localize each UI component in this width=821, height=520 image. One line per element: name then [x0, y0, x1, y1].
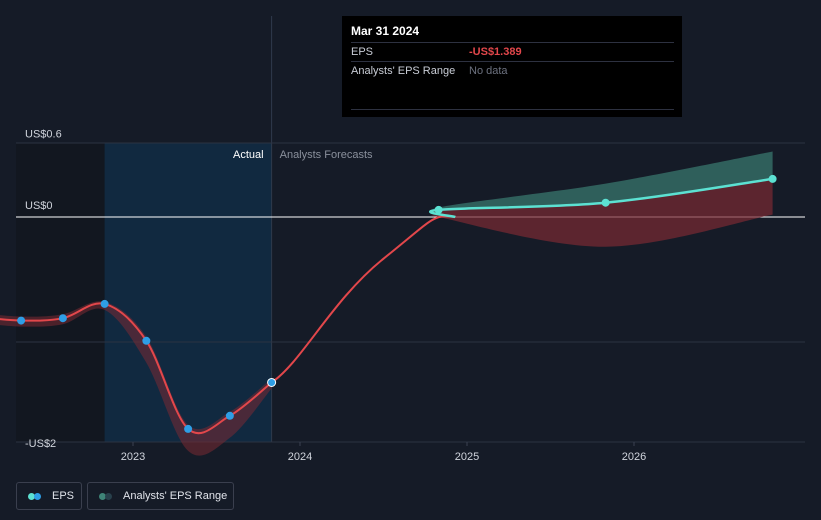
- forecast-lower-band: [430, 178, 773, 247]
- eps-point-actual: [100, 299, 109, 308]
- eps-point-forecast: [601, 198, 610, 207]
- eps-bridge-line: [271, 215, 456, 384]
- legend-eps-button[interactable]: EPS: [16, 482, 82, 510]
- x-tick-label: 2025: [455, 451, 479, 463]
- legend-range-label: Analysts' EPS Range: [123, 490, 228, 502]
- past-shade: [16, 143, 105, 442]
- eps-point-forecast: [768, 174, 777, 183]
- tooltip-range-label: Analysts' EPS Range: [351, 65, 456, 77]
- tooltip-eps-label: EPS: [351, 46, 374, 58]
- eps-point-actual: [58, 314, 67, 323]
- actual-highlight: [104, 143, 272, 442]
- x-tick-label: 2023: [121, 451, 145, 463]
- tooltip-eps-value: -US$1.389: [469, 46, 522, 58]
- legend-eps-label: EPS: [52, 490, 75, 502]
- tooltip-eps-row: EPS -US$1.389: [351, 42, 674, 61]
- region-actual-label: Actual: [233, 149, 264, 161]
- y-tick-label: US$0.6: [25, 129, 62, 141]
- eps-point-actual: [225, 411, 234, 420]
- range-legend-icon: [99, 492, 115, 501]
- tooltip-divider: [351, 109, 674, 110]
- tooltip: Mar 31 2024 EPS -US$1.389 Analysts' EPS …: [342, 16, 682, 117]
- eps-point-forecast: [434, 205, 443, 214]
- eps-legend-icon: [28, 492, 44, 501]
- region-forecast-label: Analysts Forecasts: [280, 149, 373, 161]
- eps-point-actual: [184, 424, 193, 433]
- y-tick-label: US$0: [25, 200, 53, 212]
- actual-range-band: [0, 301, 272, 456]
- forecast-eps-line: [429, 177, 773, 219]
- tooltip-date: Mar 31 2024: [351, 24, 420, 38]
- tooltip-range-value: No data: [469, 65, 508, 77]
- actual-eps-line: [0, 302, 273, 435]
- eps-point-actual: [267, 377, 277, 387]
- eps-point-actual: [142, 336, 151, 345]
- x-tick-label: 2026: [622, 451, 646, 463]
- eps-point-actual: [17, 316, 26, 325]
- tooltip-range-row: Analysts' EPS Range No data: [351, 61, 674, 80]
- x-tick-label: 2024: [288, 451, 312, 463]
- legend-range-button[interactable]: Analysts' EPS Range: [87, 482, 234, 510]
- forecast-upper-band: [430, 151, 773, 217]
- y-tick-label: -US$2: [25, 438, 56, 450]
